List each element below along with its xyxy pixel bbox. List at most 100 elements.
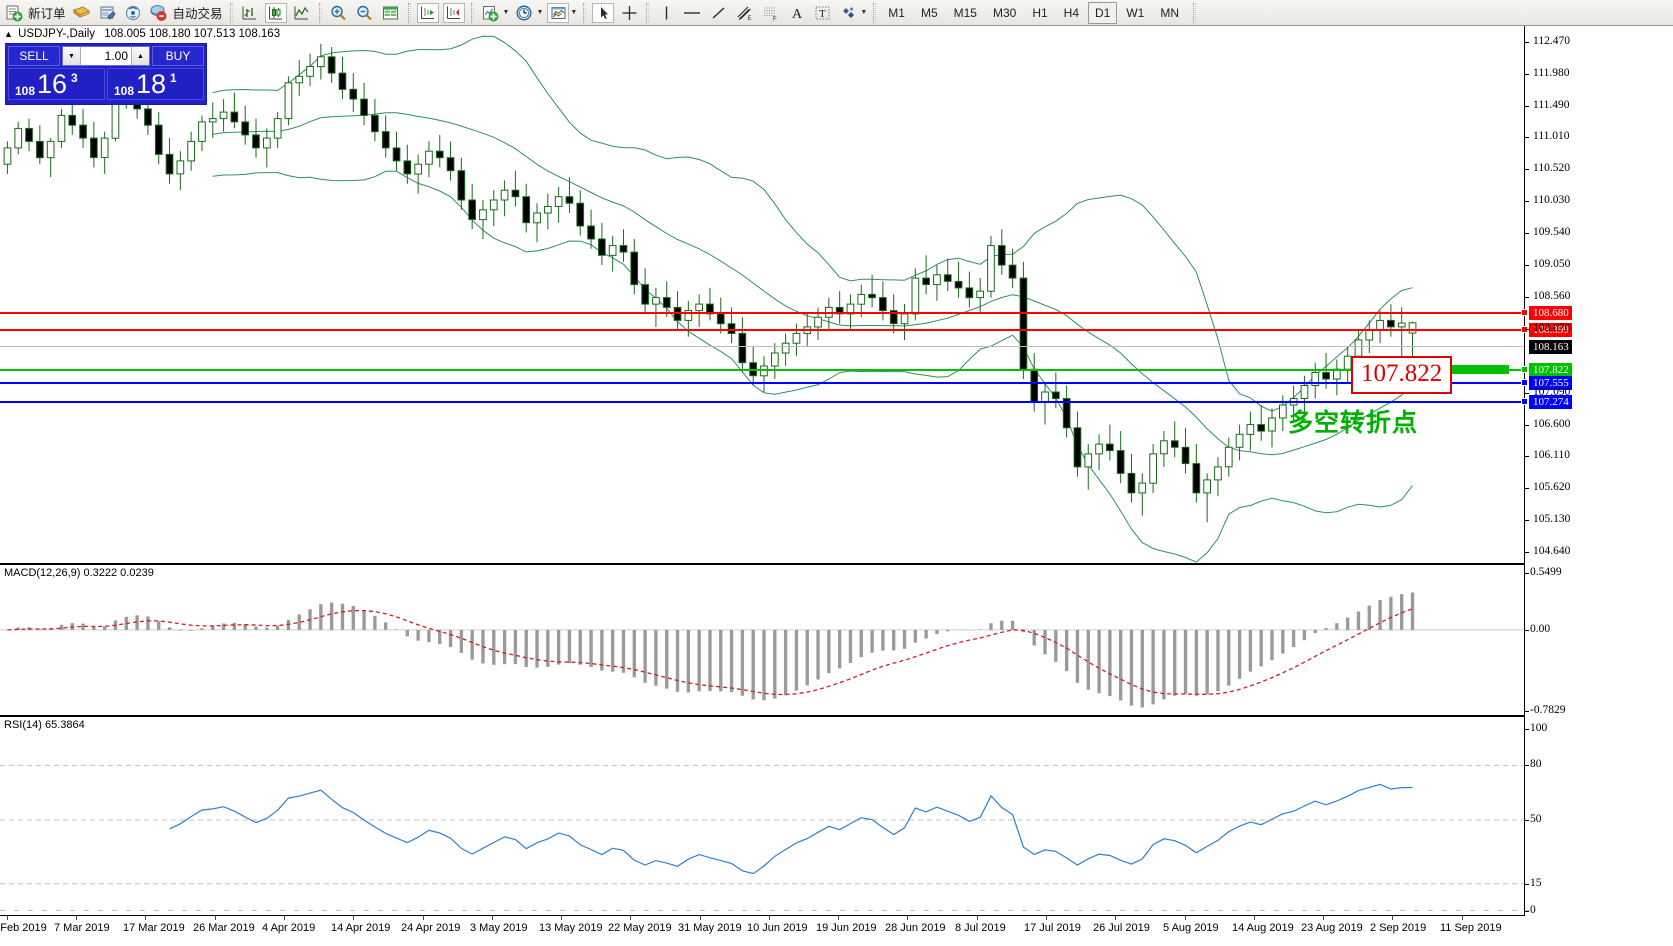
date-tick-mark [145,916,146,920]
timeframe-mn[interactable]: MN [1160,5,1180,20]
volume-input[interactable]: 1.00 [104,49,128,63]
sell-price-display[interactable]: 108 16 3 [8,68,105,100]
crosshair-button[interactable] [616,1,642,25]
price-level-line-107-822[interactable] [0,369,1524,371]
timeframe-m30[interactable]: M30 [992,5,1017,20]
vertical-line-button[interactable] [653,1,679,25]
price-level-tag-107-274[interactable]: 107.274 [1529,395,1572,409]
price-tick-mark [1525,137,1529,139]
expert-advisors-button[interactable] [69,1,95,25]
chart-shift-button[interactable] [441,1,467,25]
chevron-down-icon[interactable]: ▼ [502,9,510,16]
timeframe-m5[interactable]: M5 [920,5,938,20]
chevron-down-icon[interactable]: ▼ [570,9,578,16]
data-window-button[interactable] [378,1,404,25]
price-level-line-108-399[interactable] [0,329,1524,331]
volume-increment-icon[interactable]: ▲ [131,47,149,65]
candle [1376,310,1384,344]
candle [965,271,974,308]
candle [522,183,531,233]
price-level-line-107-274[interactable] [0,401,1524,403]
price-level-line-108-680[interactable] [0,312,1524,314]
price-level-tag-107-822[interactable]: 107.822 [1529,363,1572,377]
zoom-out-button[interactable] [352,1,378,25]
rsi-chart-canvas[interactable] [0,717,1524,915]
new-order-button[interactable]: 新订单 [2,1,69,25]
horizontal-line-button[interactable] [679,1,705,25]
sell-button[interactable]: SELL [8,46,60,66]
autotrading-icon [148,3,170,23]
candle [1181,427,1190,474]
trendline-button[interactable] [705,1,731,25]
price-tick-110-030: 110.030 [1533,194,1570,207]
date-tick-label: 24 Apr 2019 [401,922,461,934]
sell-price-big: 16 [37,69,68,99]
metaeditor-button[interactable] [95,1,121,25]
collapse-triangle-icon[interactable]: ▲ [4,29,13,39]
auto-scroll-button[interactable] [415,1,441,25]
level-drag-handle[interactable] [1521,309,1528,316]
level-selected-segment[interactable] [1447,365,1509,374]
one-click-trading-panel[interactable]: SELL ▼ 1.00 ▲ BUY 108 16 3 108 18 1 [5,43,207,105]
chevron-down-icon[interactable]: ▼ [536,9,544,16]
shapes-button[interactable]: ▼ [835,1,869,25]
price-level-tag-108-399[interactable]: 108.399 [1529,323,1572,337]
price-tick-110-520: 110.520 [1533,162,1570,175]
fibonacci-button[interactable]: F [757,1,783,25]
templates-button[interactable]: ▼ [545,1,579,25]
candle [1170,421,1179,458]
timeframe-w1[interactable]: W1 [1126,5,1145,20]
price-level-tag-108-680[interactable]: 108.680 [1529,306,1572,320]
candle [976,278,984,314]
toolbar-separator [646,2,650,23]
timeframe-h4[interactable]: H4 [1063,5,1079,20]
svg-text:T: T [819,8,826,20]
autotrading-button[interactable]: 自动交易 [147,1,226,25]
price-tick-mark [1525,392,1529,394]
bollinger-lo-band [212,170,1413,563]
volume-stepper[interactable]: ▼ 1.00 ▲ [62,46,150,66]
price-level-tag-108-163[interactable]: 108.163 [1529,340,1572,354]
candle [1311,362,1320,399]
equidistant-channel-button[interactable]: E [731,1,757,25]
signals-button[interactable] [121,1,147,25]
price-level-line-108-163[interactable] [0,346,1524,347]
text-label-button[interactable]: T [809,1,835,25]
buy-button[interactable]: BUY [152,46,204,66]
candlestick-icon [264,2,287,23]
date-tick-label: 26 Jul 2019 [1093,922,1150,934]
candle [662,281,671,318]
candle [771,343,779,379]
candle [14,121,23,155]
cursor-button[interactable] [590,1,616,25]
timeframe-m15[interactable]: M15 [953,5,977,20]
candle [1073,411,1082,477]
level-drag-handle[interactable] [1521,398,1528,405]
zoom-in-button[interactable] [326,1,352,25]
candle [630,239,639,295]
date-tick-mark [630,916,631,920]
periods-button[interactable]: ▼ [511,1,545,25]
price-tick-mark [1525,328,1529,330]
buy-price-display[interactable]: 108 18 1 [107,68,204,100]
timeframe-d1[interactable]: D1 [1088,1,1118,24]
bar-chart-button[interactable] [237,1,263,25]
timeframe-h1[interactable]: H1 [1032,5,1048,20]
timeframe-m1[interactable]: M1 [888,5,905,20]
line-chart-button[interactable] [289,1,315,25]
level-drag-handle[interactable] [1521,379,1528,386]
candlestick-chart-button[interactable] [263,1,289,25]
date-tick-mark [1046,916,1047,920]
volume-dropdown-icon[interactable]: ▼ [63,47,81,65]
chart-area[interactable]: 108.680 108.399 108.163 107.822 107.555 107.2… [0,26,1673,946]
indicators-button[interactable]: ▼ [478,1,512,25]
price-level-line-107-555[interactable] [0,382,1524,384]
price-chart-canvas[interactable] [0,26,1524,563]
macd-chart-canvas[interactable] [0,565,1524,715]
level-drag-handle[interactable] [1521,366,1528,373]
text-button[interactable]: A [783,1,809,25]
macd-tick-mark [1525,629,1529,631]
chevron-down-icon[interactable]: ▼ [860,9,868,16]
price-level-tag-107-555[interactable]: 107.555 [1529,376,1572,390]
